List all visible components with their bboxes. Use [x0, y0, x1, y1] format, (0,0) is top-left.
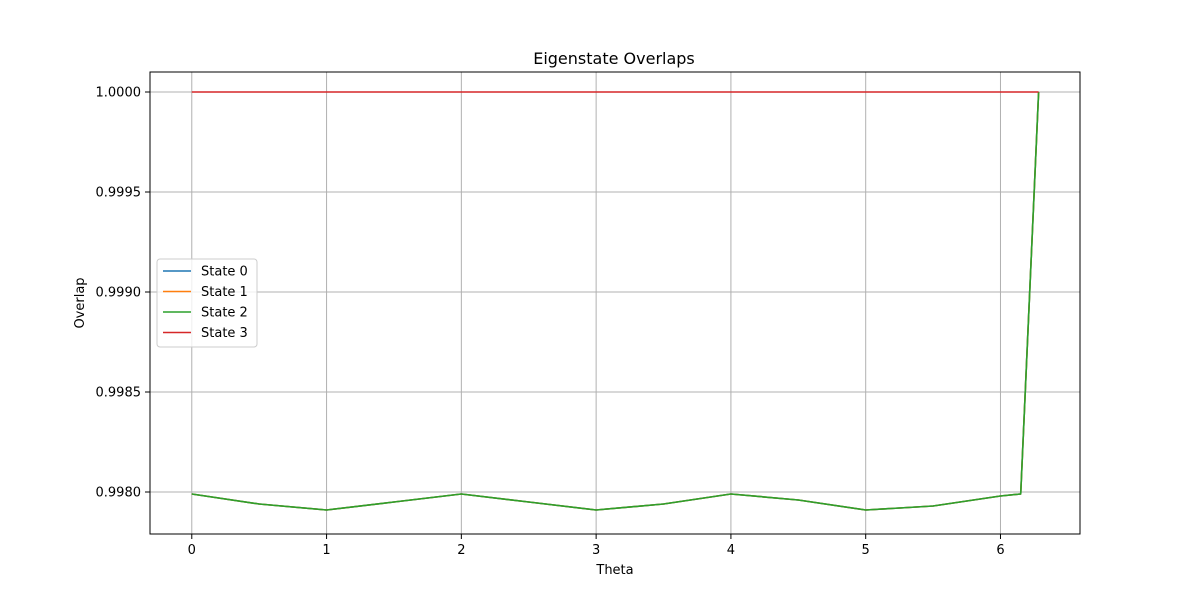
y-tick-label: 0.9990 — [96, 286, 142, 301]
plot-frame — [149, 71, 1081, 535]
x-tick-label: 1 — [322, 543, 330, 558]
x-axis-label: Theta — [595, 563, 633, 578]
x-tick-label: 4 — [727, 543, 735, 558]
legend-label: State 2 — [201, 306, 248, 321]
chart-title: Eigenstate Overlaps — [533, 49, 695, 68]
series-line-state-2 — [191, 91, 1040, 511]
x-tick-label: 6 — [996, 543, 1004, 558]
legend-label: State 1 — [201, 285, 248, 300]
x-tick-label: 0 — [188, 543, 196, 558]
grid-lines — [150, 72, 1080, 534]
y-tick-label: 0.9995 — [96, 186, 142, 201]
x-tick-label: 3 — [592, 543, 600, 558]
y-axis-label: Overlap — [73, 277, 88, 328]
x-tick-label: 5 — [862, 543, 870, 558]
legend-box — [156, 258, 258, 348]
y-tick-label: 1.0000 — [96, 86, 142, 101]
axis-ticks: 0 1 2 3 4 5 6 0.9980 0.9985 0.9990 0.9995 1.0000 — [96, 86, 1005, 559]
y-tick-label: 0.9980 — [96, 486, 142, 501]
legend-label: State 3 — [201, 326, 248, 341]
legend-label: State 0 — [201, 265, 248, 280]
legend: State 0 State 1 State 2 State 3 — [156, 258, 258, 348]
series-line-state-1 — [191, 91, 1040, 511]
series-lines — [191, 91, 1040, 511]
x-tick-label: 2 — [457, 543, 465, 558]
y-tick-label: 0.9985 — [96, 386, 142, 401]
series-line-state-0 — [191, 91, 1040, 511]
